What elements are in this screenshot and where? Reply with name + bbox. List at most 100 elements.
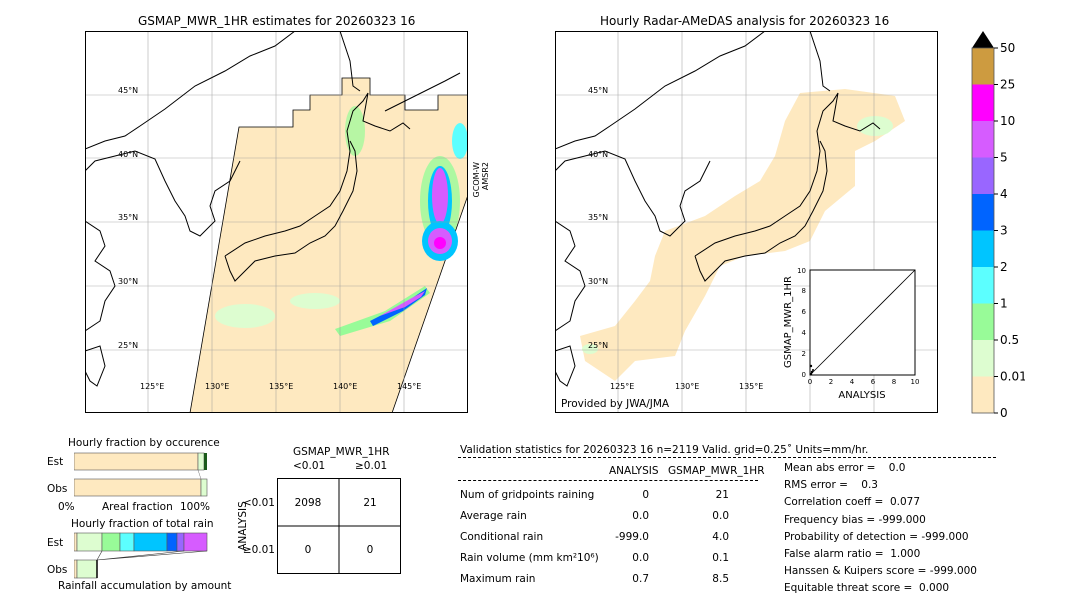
satellite-label: GCOM-W AMSR2 — [472, 162, 490, 198]
scatter-inset: 0 2 4 6 8 10 0 2 4 6 8 10 ANALYSIS GSMAP_MWR_1… — [783, 267, 920, 401]
colorbar-segment — [972, 121, 994, 158]
axis-0pct: 0% — [58, 501, 75, 513]
occurrence-bars — [74, 452, 208, 497]
colorbar-tick-label: 0.01 — [1000, 370, 1025, 384]
score-line: Hanssen & Kuipers score = -999.000 — [784, 565, 977, 578]
colorbar-tick-label: 0 — [1000, 406, 1008, 420]
row-axis-label: ANALYSIS — [237, 501, 249, 551]
swath-area — [189, 77, 468, 413]
lat-label: 40°N — [118, 150, 138, 159]
lat-label: 25°N — [118, 341, 138, 350]
stat-analysis-value: -999.0 — [615, 531, 649, 543]
right-map: 45°N 40°N 35°N 30°N 25°N 125°E 130°E 135… — [555, 31, 938, 413]
svg-text:2: 2 — [802, 350, 806, 358]
rain-echo — [582, 344, 598, 354]
lat-label: 45°N — [588, 86, 608, 95]
credit-text: Provided by JWA/JMA — [561, 398, 670, 410]
rain-echo — [857, 116, 893, 136]
lat-label: 45°N — [118, 86, 138, 95]
svg-text:0: 0 — [808, 378, 812, 386]
colorbar-tick-label: 4 — [1000, 187, 1008, 201]
validation-header: Validation statistics for 20260323 16 n=… — [460, 444, 869, 456]
stat-analysis-value: 0 — [642, 489, 649, 501]
left-map: 45°N 40°N 35°N 30°N 25°N 125°E 130°E 135… — [85, 31, 468, 413]
score-line: Correlation coeff = 0.077 — [784, 496, 920, 509]
stat-analysis-value: 0.0 — [632, 510, 649, 522]
lon-label: 135°E — [269, 382, 293, 391]
lat-label: 35°N — [588, 213, 608, 222]
colorbar-segment — [972, 303, 994, 340]
colorbar: 0 0.01 0.5 1 2 3 4 5 10 25 50 — [971, 31, 1025, 420]
colorbar-segment — [972, 194, 994, 231]
cell: 0 — [305, 544, 312, 556]
score-line: Probability of detection = -999.000 — [784, 530, 969, 543]
lat-label: 40°N — [588, 150, 608, 159]
row-header: <0.01 — [243, 497, 275, 509]
svg-text:6: 6 — [871, 378, 876, 386]
score-line: False alarm ratio = 1.000 — [784, 548, 921, 560]
svg-text:8: 8 — [802, 287, 806, 295]
colorbar-segment — [972, 230, 994, 267]
est-label: Est — [47, 456, 64, 468]
svg-text:GCOM-W: GCOM-W — [472, 162, 481, 198]
svg-text:10: 10 — [797, 267, 806, 275]
inset-ylabel: GSMAP_MWR_1HR — [783, 276, 794, 368]
contingency-title: GSMAP_MWR_1HR — [293, 446, 390, 458]
colorbar-tick-label: 0.5 — [1000, 333, 1019, 347]
stat-row-label: Maximum rain — [460, 573, 536, 585]
axis-areal-fraction: Areal fraction — [102, 501, 173, 513]
left-map-title: GSMAP_MWR_1HR estimates for 20260323 16 — [138, 14, 416, 28]
lon-label: 145°E — [397, 382, 421, 391]
divider — [458, 457, 996, 458]
svg-text:4: 4 — [850, 378, 855, 386]
colorbar-tick-label: 25 — [1000, 78, 1015, 92]
rain-echoes — [215, 106, 468, 336]
rain-fraction-title: Hourly fraction of total rain — [71, 518, 214, 530]
rain-fraction-bars — [74, 532, 208, 579]
stat-gsmap-value: 0.1 — [712, 552, 729, 564]
divider — [458, 480, 758, 481]
svg-text:8: 8 — [892, 378, 896, 386]
colorbar-tick-label: 3 — [1000, 224, 1008, 238]
colorbar-tick-label: 1 — [1000, 297, 1008, 311]
colorbar-segment — [972, 84, 994, 121]
row-header: ≥0.01 — [243, 544, 275, 556]
stat-analysis-value: 0.7 — [632, 573, 649, 585]
gridlines — [85, 31, 468, 413]
svg-text:6: 6 — [802, 308, 807, 316]
scatter-points — [809, 364, 814, 376]
occurrence-title: Hourly fraction by occurence — [68, 437, 220, 449]
cell: 21 — [363, 497, 376, 509]
cell: 0 — [367, 544, 374, 556]
contingency-table: 2098 21 0 0 <0.01 ≥0.01 ANALYSIS — [237, 478, 401, 574]
colorbar-segment — [972, 340, 994, 377]
svg-text:10: 10 — [911, 378, 920, 386]
score-line: Mean abs error = 0.0 — [784, 462, 906, 474]
coastlines — [555, 31, 881, 387]
inset-xlabel: ANALYSIS — [838, 390, 885, 401]
colorbar-segment — [972, 267, 994, 304]
diagonal-line — [809, 269, 916, 376]
colorbar-segment — [972, 376, 994, 413]
lat-label: 25°N — [588, 341, 608, 350]
lat-label: 35°N — [118, 213, 138, 222]
colorbar-extend-arrow — [972, 31, 994, 48]
stat-row-label: Rain volume (mm km²10⁶) — [460, 552, 599, 564]
colorbar-tick-label: 2 — [1000, 260, 1008, 274]
stat-row-label: Num of gridpoints raining — [460, 489, 595, 501]
score-line: Equitable threat score = 0.000 — [784, 582, 950, 595]
colorbar-segment — [972, 157, 994, 194]
stat-row-label: Conditional rain — [460, 531, 544, 543]
obs-label: Obs — [47, 564, 68, 576]
stat-analysis-value: 0.0 — [632, 552, 649, 564]
stat-gsmap-value: 21 — [715, 489, 729, 501]
lat-label: 30°N — [588, 277, 608, 286]
score-line: RMS error = 0.3 — [784, 479, 878, 492]
lon-label: 125°E — [140, 382, 164, 391]
lon-label: 135°E — [739, 382, 763, 391]
obs-label: Obs — [47, 483, 68, 495]
radar-coverage — [580, 89, 905, 381]
col-header: ≥0.01 — [355, 460, 388, 472]
svg-text:AMSR2: AMSR2 — [481, 162, 490, 190]
stat-gsmap-value: 8.5 — [712, 573, 729, 585]
